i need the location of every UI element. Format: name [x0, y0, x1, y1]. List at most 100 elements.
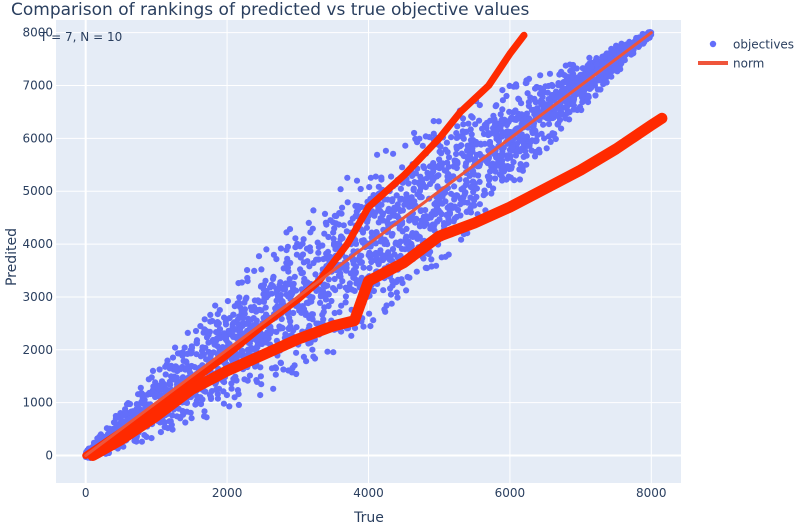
scatter-point	[277, 360, 284, 367]
scatter-point	[306, 244, 313, 251]
scatter-point	[438, 150, 445, 157]
scatter-point	[513, 83, 520, 90]
scatter-point	[399, 280, 406, 287]
scatter-point	[392, 239, 400, 246]
scatter-point	[388, 300, 395, 307]
scatter-point	[293, 324, 300, 331]
scatter-point	[253, 343, 260, 350]
scatter-point	[250, 322, 257, 329]
scatter-point	[473, 193, 480, 201]
scatter-point	[255, 253, 263, 260]
data-layer	[82, 28, 668, 461]
scatter-point	[377, 215, 384, 222]
scatter-point	[372, 173, 379, 180]
scatter-point	[220, 400, 227, 407]
scatter-point	[330, 229, 337, 236]
scatter-point	[523, 79, 530, 86]
scatter-point	[481, 140, 488, 147]
scatter-point	[251, 267, 258, 274]
scatter-point	[384, 196, 391, 203]
scatter-point	[358, 252, 365, 259]
scatter-point	[403, 233, 410, 240]
scatter-point	[611, 65, 618, 72]
scatter-point	[373, 229, 380, 236]
scatter-point	[569, 61, 577, 69]
scatter-point	[257, 392, 264, 399]
scatter-point	[325, 291, 332, 298]
scatter-point	[411, 198, 418, 205]
scatter-point	[570, 106, 577, 113]
scatter-point	[527, 138, 534, 145]
scatter-point	[293, 349, 300, 356]
scatter-point	[579, 99, 586, 106]
scatter-point	[389, 282, 396, 289]
scatter-point	[167, 381, 174, 388]
scatter-point	[458, 142, 465, 149]
scatter-point	[263, 246, 270, 253]
scatter-point	[160, 419, 167, 426]
scatter-point	[513, 116, 520, 123]
scatter-point	[338, 210, 345, 217]
scatter-point	[476, 201, 483, 208]
scatter-point	[394, 294, 401, 301]
scatter-point	[206, 328, 213, 335]
scatter-point	[187, 409, 194, 416]
scatter-point	[524, 90, 531, 97]
scatter-point	[370, 317, 377, 324]
scatter-point	[217, 334, 224, 342]
scatter-point	[533, 137, 540, 144]
scatter-point	[314, 239, 321, 246]
scatter-point	[241, 307, 248, 314]
y-tick-label: 2000	[22, 343, 53, 357]
scatter-point	[398, 195, 405, 202]
scatter-point	[181, 344, 188, 351]
scatter-point	[556, 116, 564, 124]
legend[interactable]: objectives norm	[698, 38, 794, 71]
scatter-point	[459, 115, 467, 122]
scatter-point	[203, 414, 210, 421]
scatter-point	[309, 346, 316, 353]
scatter-point	[346, 280, 353, 287]
y-tick-label: 7000	[22, 79, 53, 93]
scatter-point	[428, 211, 435, 218]
scatter-point	[338, 302, 345, 309]
scatter-point	[330, 219, 337, 226]
scatter-point	[348, 332, 355, 339]
scatter-point	[433, 199, 440, 206]
scatter-point	[497, 111, 504, 118]
scatter-point	[157, 429, 164, 436]
scatter-point	[523, 161, 530, 168]
scatter-point	[285, 268, 292, 275]
scatter-point	[188, 415, 195, 422]
scatter-point	[389, 277, 396, 284]
scatter-point	[445, 154, 453, 161]
scatter-point	[375, 183, 382, 190]
scatter-point	[269, 282, 276, 290]
scatter-point	[331, 309, 338, 317]
scatter-point	[235, 401, 242, 408]
scatter-point	[399, 164, 406, 171]
scatter-point	[443, 211, 450, 219]
scatter-point	[253, 377, 260, 384]
scatter-point	[444, 149, 451, 156]
scatter-point	[270, 251, 277, 258]
scatter-point	[192, 327, 200, 335]
scatter-point	[460, 185, 467, 192]
scatter-point	[422, 133, 429, 140]
scatter-point	[230, 375, 237, 382]
scatter-point	[168, 421, 175, 428]
scatter-point	[274, 293, 281, 300]
scatter-point	[499, 87, 506, 94]
scatter-point	[188, 362, 195, 370]
y-tick-label: 8000	[22, 26, 53, 40]
scatter-point	[278, 315, 285, 323]
scatter-point	[305, 219, 312, 226]
scatter-point	[423, 214, 430, 221]
scatter-point	[576, 103, 584, 111]
scatter-point	[228, 385, 235, 392]
scatter-point	[462, 177, 470, 184]
x-tick-label: 4000	[353, 486, 384, 500]
scatter-point	[453, 150, 460, 158]
scatter-point	[545, 82, 552, 90]
scatter-point	[551, 130, 558, 137]
